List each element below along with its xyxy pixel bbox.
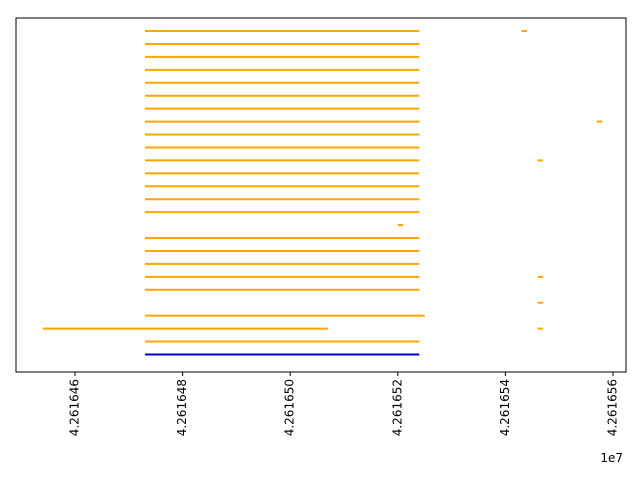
x-tick-label-4: 4.261654 [498, 379, 512, 436]
x-axis-offset-label: 1e7 [600, 451, 623, 465]
segments-layer [42, 30, 603, 356]
x-tick-label-0: 4.261646 [68, 379, 82, 436]
plot-area-frame [15, 17, 627, 373]
x-tick-label-1: 4.261648 [175, 379, 189, 436]
x-axis: 4.261646 4.261648 4.261650 4.261652 4.261654… [68, 372, 620, 436]
x-tick-label-3: 4.261652 [390, 379, 404, 436]
x-tick-label-2: 4.261650 [283, 379, 297, 436]
x-tick-label-5: 4.261656 [606, 379, 620, 436]
